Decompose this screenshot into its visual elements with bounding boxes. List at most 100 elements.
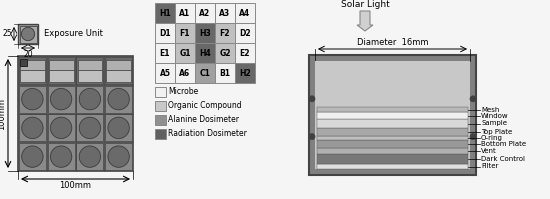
Bar <box>19 143 46 170</box>
Text: Radiation Dosimeter: Radiation Dosimeter <box>168 130 247 139</box>
Text: Sample: Sample <box>481 121 507 127</box>
Bar <box>175 3 195 23</box>
Text: Vent: Vent <box>481 148 497 154</box>
Text: 20: 20 <box>23 50 33 59</box>
Text: Top Plate: Top Plate <box>481 129 512 135</box>
Bar <box>76 143 103 170</box>
Bar <box>18 56 133 171</box>
Bar <box>76 114 103 141</box>
Text: G1: G1 <box>179 49 191 58</box>
Text: Window: Window <box>481 112 509 118</box>
Bar <box>19 86 46 113</box>
Text: A2: A2 <box>200 9 211 18</box>
Circle shape <box>51 89 72 110</box>
Bar <box>78 70 102 82</box>
Bar <box>317 164 468 169</box>
Bar <box>19 25 36 43</box>
Text: B1: B1 <box>219 68 230 77</box>
Bar <box>315 61 470 169</box>
Text: Mesh: Mesh <box>481 106 499 112</box>
Text: E1: E1 <box>160 49 170 58</box>
Circle shape <box>79 146 101 167</box>
Bar <box>105 143 132 170</box>
Bar <box>78 60 102 70</box>
Bar <box>215 23 235 43</box>
Bar <box>106 70 131 82</box>
Bar <box>317 136 468 140</box>
Text: 25: 25 <box>2 29 12 38</box>
Circle shape <box>51 117 72 139</box>
Bar <box>47 143 75 170</box>
Text: G2: G2 <box>219 49 231 58</box>
Text: D2: D2 <box>239 28 251 37</box>
Bar <box>317 128 468 136</box>
Bar <box>155 3 175 23</box>
Bar <box>235 63 255 83</box>
Text: Organic Compound: Organic Compound <box>168 101 241 110</box>
Bar <box>155 115 166 125</box>
Text: 100mm: 100mm <box>0 98 6 130</box>
Bar <box>155 101 166 111</box>
Bar <box>155 23 175 43</box>
Bar <box>317 112 468 119</box>
Bar <box>235 3 255 23</box>
Circle shape <box>108 146 129 167</box>
Text: O-ring: O-ring <box>481 135 503 141</box>
Bar <box>195 63 215 83</box>
Bar <box>18 24 38 44</box>
Text: A1: A1 <box>179 9 190 18</box>
Text: H1: H1 <box>159 9 171 18</box>
Circle shape <box>79 117 101 139</box>
Text: A5: A5 <box>160 68 170 77</box>
Text: H3: H3 <box>199 28 211 37</box>
Bar <box>19 114 46 141</box>
Bar <box>195 3 215 23</box>
Text: Exposure Unit: Exposure Unit <box>44 29 103 38</box>
Bar <box>317 154 468 164</box>
Bar <box>317 140 468 148</box>
Bar <box>215 63 235 83</box>
Bar <box>47 57 75 84</box>
Text: F2: F2 <box>220 28 230 37</box>
Bar <box>20 70 45 82</box>
Circle shape <box>22 117 43 139</box>
Bar <box>195 23 215 43</box>
Text: Bottom Plate: Bottom Plate <box>481 141 526 147</box>
Bar <box>155 63 175 83</box>
Bar <box>47 114 75 141</box>
Bar <box>19 57 46 84</box>
FancyArrow shape <box>357 11 373 31</box>
Bar <box>317 107 468 112</box>
Bar <box>175 23 195 43</box>
Bar <box>49 70 74 82</box>
Text: Filter: Filter <box>481 164 498 170</box>
Circle shape <box>22 146 43 167</box>
Bar <box>49 60 74 70</box>
Bar <box>175 63 195 83</box>
Bar <box>235 23 255 43</box>
Bar <box>105 114 132 141</box>
Bar <box>47 86 75 113</box>
Bar <box>76 57 103 84</box>
Bar <box>317 148 468 154</box>
Text: D1: D1 <box>159 28 171 37</box>
Circle shape <box>309 134 315 140</box>
Text: Diameter  16mm: Diameter 16mm <box>357 38 428 47</box>
Bar <box>175 43 195 63</box>
Bar <box>105 57 132 84</box>
Circle shape <box>51 146 72 167</box>
Bar <box>20 60 45 70</box>
Text: Microbe: Microbe <box>168 88 198 97</box>
Text: A4: A4 <box>239 9 251 18</box>
Bar <box>309 55 476 175</box>
Bar <box>317 119 468 128</box>
Bar <box>155 129 166 139</box>
Bar <box>195 43 215 63</box>
Bar <box>155 43 175 63</box>
Text: F1: F1 <box>180 28 190 37</box>
Bar <box>215 43 235 63</box>
Circle shape <box>470 96 476 102</box>
Circle shape <box>22 89 43 110</box>
Bar <box>235 43 255 63</box>
Circle shape <box>470 134 476 140</box>
